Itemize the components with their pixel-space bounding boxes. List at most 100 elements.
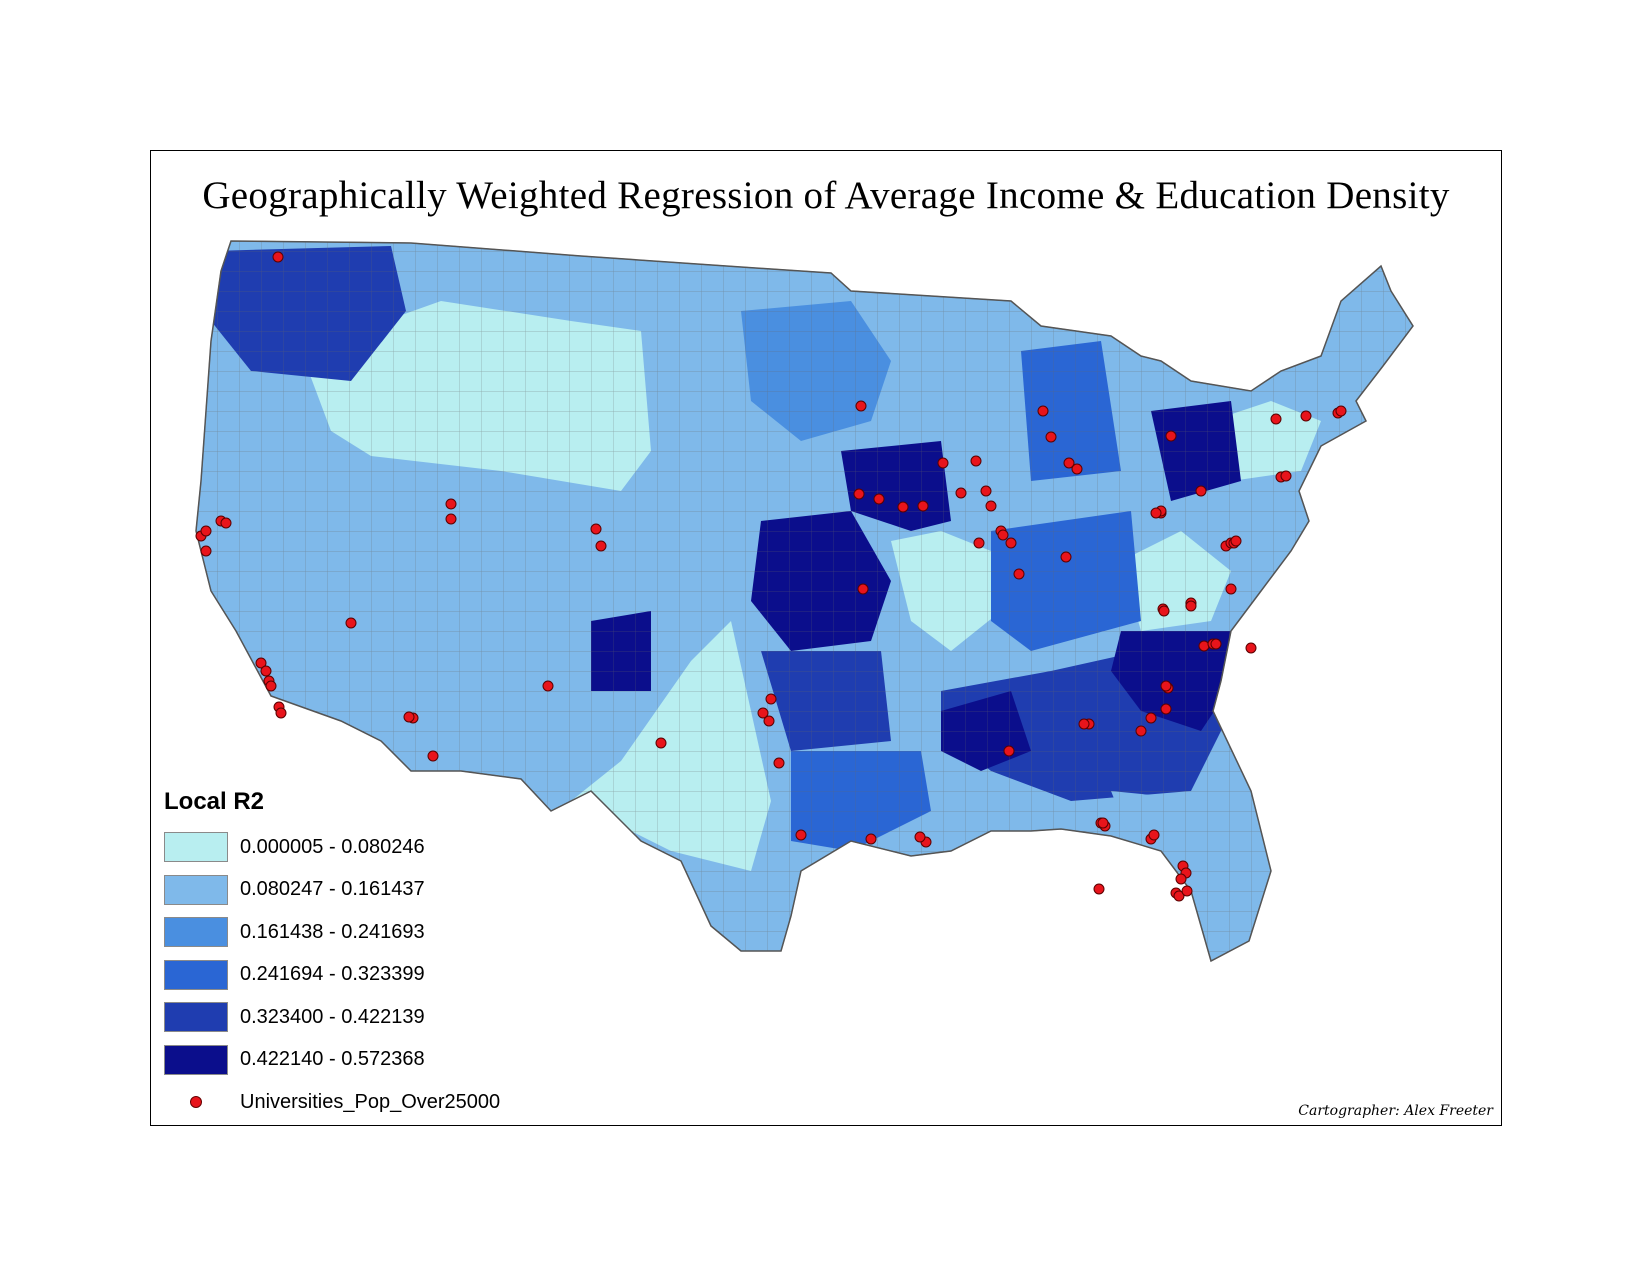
university-point [1003,745,1015,757]
university-point [445,513,457,525]
university-point [1078,718,1090,730]
university-point [1148,829,1160,841]
choropleth-regions [195,240,1414,963]
cartographer-credit: Cartographer: Alex Freeter [1298,1103,1493,1119]
university-point [1270,413,1282,425]
legend-label: 0.323400 - 0.422139 [240,1005,425,1028]
university-point [1013,568,1025,580]
university-point [1097,817,1109,829]
legend-swatch [164,959,228,990]
university-point [1335,405,1347,417]
red-dot-icon [190,1096,202,1109]
university-point [997,529,1009,541]
legend-label: 0.422140 - 0.572368 [240,1048,425,1071]
university-point [897,501,909,513]
university-point [1063,457,1075,469]
university-point [917,500,929,512]
university-point [865,833,877,845]
legend: Local R2 0.000005 - 0.080246 0.080247 - … [164,788,584,1124]
university-point [1093,883,1105,895]
university-point [345,617,357,629]
legend-swatch [164,832,228,863]
legend-label: 0.080247 - 0.161437 [240,878,425,901]
university-point [1160,680,1172,692]
university-point [220,517,232,529]
legend-class-6: 0.422140 - 0.572368 [164,1039,584,1082]
university-point [1150,507,1162,519]
university-point [1245,642,1257,654]
university-point [1165,430,1177,442]
university-point [265,680,277,692]
university-point [445,498,457,510]
university-point [275,707,287,719]
university-point [985,500,997,512]
university-point [1195,485,1207,497]
university-point [1005,537,1017,549]
legend-label: 0.161438 - 0.241693 [240,920,425,943]
university-point [857,583,869,595]
university-point [937,457,949,469]
university-point [757,707,769,719]
university-point [1173,890,1185,902]
university-point [542,680,554,692]
university-point [1280,470,1292,482]
legend-class-2: 0.080247 - 0.161437 [164,869,584,912]
university-point [1135,725,1147,737]
university-points [195,251,1347,902]
university-point [914,831,926,843]
university-point [200,525,212,537]
university-point [970,455,982,467]
university-point [773,757,785,769]
legend-swatch [164,917,228,948]
map-outline [195,240,1414,963]
university-point [955,487,967,499]
legend-class-1: 0.000005 - 0.080246 [164,826,584,869]
university-point [763,715,775,727]
university-point [1071,463,1083,475]
university-point [853,488,865,500]
university-point [765,693,777,705]
university-point [595,540,607,552]
university-point [1045,431,1057,443]
university-point [260,665,272,677]
legend-class-4: 0.241694 - 0.323399 [164,954,584,997]
legend-swatch [164,874,228,905]
university-point [1037,405,1049,417]
legend-label: 0.000005 - 0.080246 [240,835,425,858]
university-point [855,400,867,412]
university-point [655,737,667,749]
university-point [1210,638,1222,650]
university-point [590,523,602,535]
university-point [255,657,267,669]
legend-points: Universities_Pop_Over25000 [164,1081,584,1124]
legend-points-label: Universities_Pop_Over25000 [240,1090,501,1113]
university-point [1158,605,1170,617]
legend-class-3: 0.161438 - 0.241693 [164,911,584,954]
university-point [200,545,212,557]
university-point [1198,640,1210,652]
university-point [1230,535,1242,547]
university-point [1145,712,1157,724]
university-point [973,537,985,549]
us-county-map [195,240,1414,963]
university-point [980,485,992,497]
legend-swatch [164,1044,228,1075]
legend-label: 0.241694 - 0.323399 [240,963,425,986]
university-point [1175,873,1187,885]
university-point [1160,703,1172,715]
university-point [403,711,415,723]
university-point [1300,410,1312,422]
map-frame: Geographically Weighted Regression of Av… [150,150,1502,1126]
university-point [795,829,807,841]
university-point [873,493,885,505]
legend-class-5: 0.323400 - 0.422139 [164,996,584,1039]
university-point [272,251,284,263]
legend-swatch [164,1002,228,1033]
point-symbol-icon [164,1096,228,1109]
university-point [1225,583,1237,595]
legend-title: Local R2 [164,788,265,815]
map-title: Geographically Weighted Regression of Av… [202,174,1450,217]
university-point [427,750,439,762]
university-point [1181,885,1193,897]
university-point [1185,600,1197,612]
